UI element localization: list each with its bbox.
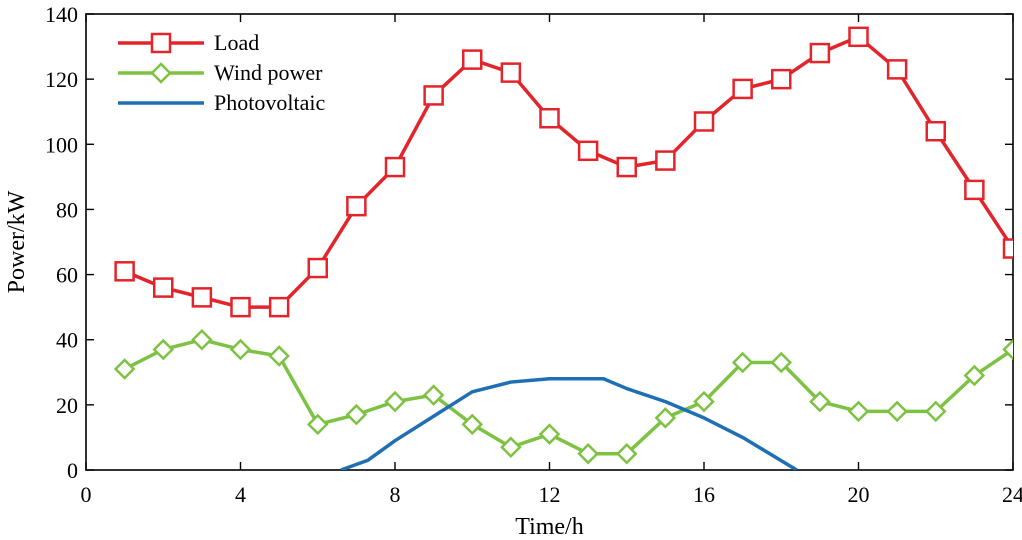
- x-tick-label: 12: [539, 482, 561, 507]
- load-point: [809, 42, 831, 64]
- load-point: [114, 261, 135, 282]
- y-tick-label: 140: [45, 2, 78, 27]
- load-point: [886, 59, 908, 80]
- load-series: [114, 26, 1013, 318]
- legend-marker-load: [150, 32, 172, 54]
- wind-power-point: [1002, 338, 1013, 361]
- y-tick-label: 120: [45, 67, 78, 92]
- wind-power-series: [113, 328, 1013, 465]
- load-point: [307, 257, 328, 279]
- legend-label-load: Load: [214, 30, 259, 55]
- wind-power-point: [113, 358, 136, 380]
- wind-power-line: [123, 337, 1013, 456]
- load-point: [848, 26, 869, 48]
- wind-power-point: [770, 351, 793, 374]
- load-point: [191, 287, 213, 308]
- load-point: [925, 121, 946, 142]
- load-point: [732, 78, 753, 100]
- wind-power-point: [924, 400, 947, 423]
- load-point: [346, 195, 367, 217]
- y-tick-label: 100: [45, 132, 78, 157]
- x-tick-label: 4: [235, 482, 246, 507]
- wind-power-point: [152, 338, 175, 361]
- x-tick-label: 16: [693, 482, 715, 507]
- load-point: [616, 156, 637, 178]
- load-point: [693, 111, 715, 132]
- legend-label-wind-power: Wind power: [214, 60, 323, 85]
- wind-power-point: [693, 390, 715, 413]
- load-point: [771, 68, 792, 90]
- load-point: [964, 179, 985, 201]
- wind-power-point: [345, 403, 368, 426]
- wind-power-point: [577, 442, 599, 465]
- legend-marker-wind-power: [150, 62, 172, 84]
- y-tick-label: 20: [56, 393, 78, 418]
- y-tick-label: 0: [67, 458, 78, 483]
- chart-axes: 0 4 8 12 16 20 24 0 20 40 60 80 100 120 140: [45, 2, 1022, 507]
- x-tick-label: 20: [848, 482, 870, 507]
- wind-power-point: [306, 413, 329, 436]
- wind-power-point: [191, 328, 213, 351]
- wind-power-point: [384, 390, 406, 413]
- wind-power-point: [500, 436, 522, 458]
- wind-power-point: [615, 442, 638, 465]
- chart-legend: Load Wind power Photovoltaic: [118, 30, 325, 115]
- load-point: [423, 85, 444, 106]
- y-tick-label: 60: [56, 263, 78, 288]
- legend-label-photovoltaic: Photovoltaic: [214, 90, 325, 115]
- load-point: [655, 150, 676, 171]
- wind-power-point: [847, 400, 870, 423]
- photovoltaic-line: [340, 377, 798, 470]
- photovoltaic-series: [340, 377, 798, 470]
- wind-power-point: [268, 345, 290, 367]
- load-point: [153, 277, 174, 298]
- wind-power-point: [461, 413, 484, 436]
- load-point: [1002, 238, 1013, 259]
- y-tick-label: 40: [56, 328, 78, 353]
- load-point: [500, 62, 522, 83]
- load-point: [462, 49, 483, 70]
- wind-power-point: [731, 351, 754, 374]
- wind-power-point: [538, 423, 561, 445]
- wind-power-point: [654, 407, 677, 429]
- load-point: [230, 296, 251, 318]
- x-tick-label: 0: [81, 482, 92, 507]
- wind-power-point: [963, 364, 986, 387]
- x-tick-label: 8: [390, 482, 401, 507]
- load-point: [577, 140, 599, 162]
- chart-series: [113, 26, 1013, 470]
- wind-power-point: [886, 400, 908, 423]
- x-tick-label: 24: [1002, 482, 1022, 507]
- y-tick-label: 80: [56, 197, 78, 222]
- wind-power-point: [229, 338, 252, 361]
- wind-power-point: [809, 390, 831, 413]
- wind-power-point: [422, 384, 445, 406]
- load-point: [268, 296, 290, 318]
- load-point: [539, 107, 560, 129]
- y-axis-title: Power/kW: [4, 190, 30, 293]
- load-point: [384, 156, 406, 178]
- x-axis-title: Time/h: [515, 514, 583, 540]
